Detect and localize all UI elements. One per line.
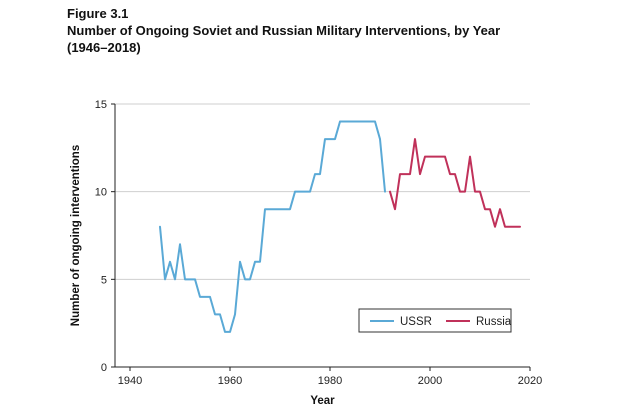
- figure-title-line2: (1946–2018): [67, 40, 141, 55]
- axes: [111, 103, 531, 371]
- figure-title-line1: Number of Ongoing Soviet and Russian Mil…: [67, 23, 501, 38]
- y-axis-title: Number of ongoing interventions: [70, 145, 82, 326]
- figure-label: Figure 3.1: [67, 6, 129, 21]
- series-line-ussr: [159, 120, 386, 333]
- x-axis-title: Year: [310, 395, 335, 407]
- series-lines: [159, 120, 521, 333]
- x-tick-label-2020: 2020: [518, 375, 542, 387]
- x-tick-label-1980: 1980: [318, 375, 342, 387]
- series-line-russia: [389, 138, 521, 228]
- x-tick-label-1940: 1940: [118, 375, 142, 387]
- y-tick-label-15: 15: [95, 99, 107, 111]
- legend-label-ussr: USSR: [400, 316, 432, 328]
- legend-label-russia: Russia: [476, 316, 512, 328]
- y-tick-label-10: 10: [95, 187, 107, 199]
- x-tick-label-2000: 2000: [418, 375, 442, 387]
- legend: USSR Russia: [358, 308, 512, 333]
- gridlines: [115, 103, 530, 280]
- legend-box: [358, 308, 512, 333]
- figure-title: Number of Ongoing Soviet and Russian Mil…: [67, 22, 607, 56]
- tick-labels: 0 5 10 15 1940 1960 1980 2000 2020: [95, 99, 542, 387]
- x-tick-label-1960: 1960: [218, 375, 242, 387]
- y-tick-label-0: 0: [101, 362, 107, 374]
- y-tick-label-5: 5: [101, 274, 107, 286]
